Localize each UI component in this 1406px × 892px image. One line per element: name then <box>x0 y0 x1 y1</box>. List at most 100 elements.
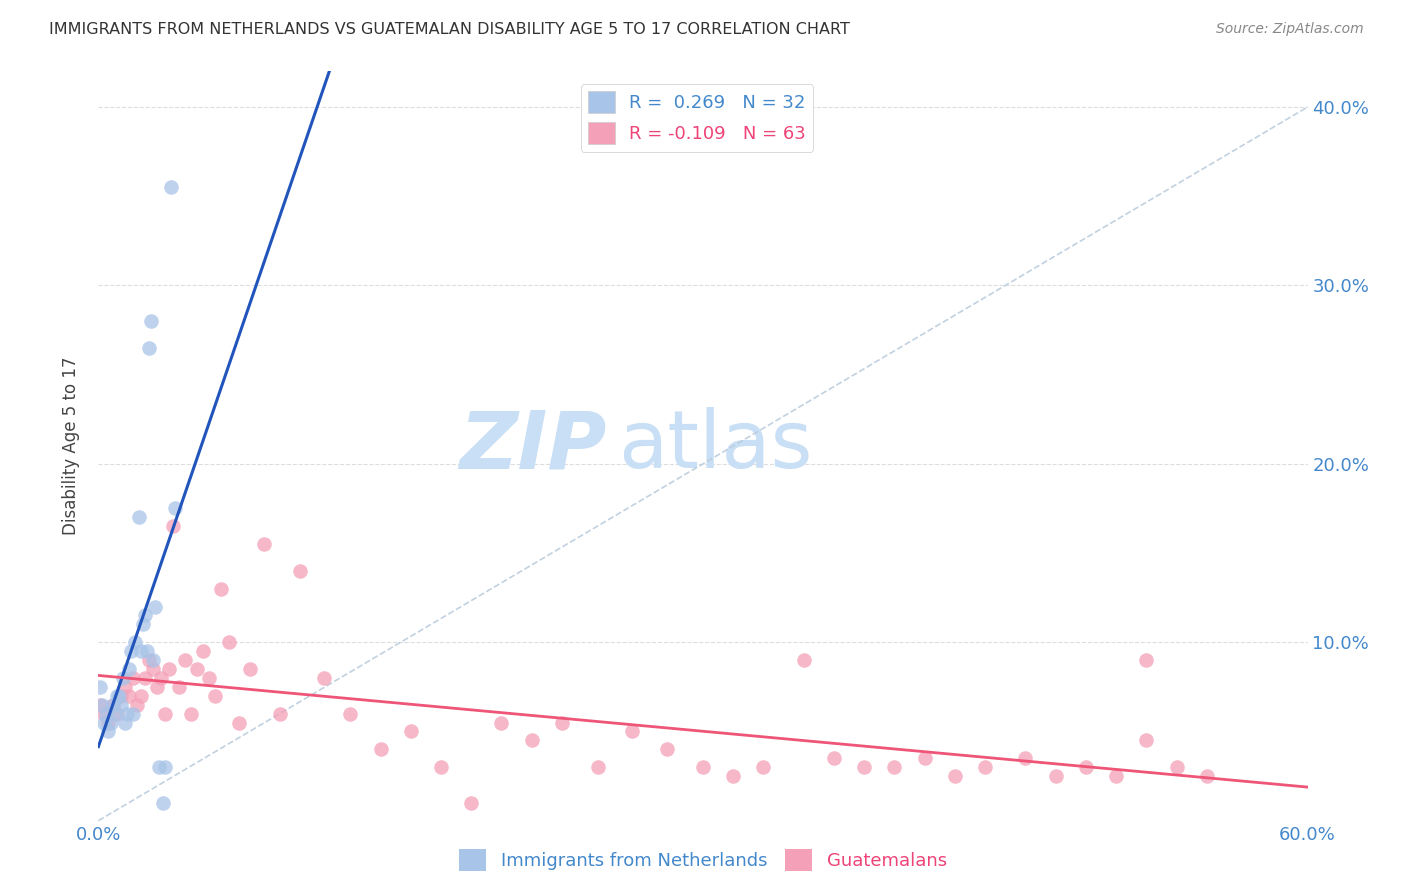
Point <box>97 724 120 739</box>
Point <box>167 680 190 694</box>
Point <box>138 653 160 667</box>
Point <box>1074 760 1097 774</box>
Point <box>97 715 120 730</box>
Point <box>89 680 111 694</box>
Point <box>692 760 714 774</box>
Point <box>974 760 997 774</box>
Point <box>128 510 150 524</box>
Point <box>853 760 876 774</box>
Point <box>152 796 174 810</box>
Point <box>129 644 152 658</box>
Point <box>124 635 146 649</box>
Point <box>143 599 166 614</box>
Point <box>204 689 226 703</box>
Point <box>193 644 215 658</box>
Point <box>1135 733 1157 747</box>
Point <box>134 608 156 623</box>
Legend: Immigrants from Netherlands, Guatemalans: Immigrants from Netherlands, Guatemalans <box>451 842 955 879</box>
Point <box>132 617 155 632</box>
Point <box>134 671 156 685</box>
Point <box>93 715 115 730</box>
Point <box>153 760 176 774</box>
Point <box>162 519 184 533</box>
Point <box>120 644 142 658</box>
Point <box>110 689 132 703</box>
Point <box>103 706 125 721</box>
Point <box>125 698 148 712</box>
Point <box>118 689 141 703</box>
Point <box>107 689 129 703</box>
Point <box>586 760 609 774</box>
Point <box>1105 769 1128 783</box>
Point <box>115 706 138 721</box>
Point <box>209 582 232 596</box>
Point <box>105 706 128 721</box>
Point <box>228 715 250 730</box>
Point <box>129 689 152 703</box>
Text: ZIP: ZIP <box>458 407 606 485</box>
Point <box>121 671 143 685</box>
Point <box>198 671 221 685</box>
Point <box>118 662 141 676</box>
Point <box>105 689 128 703</box>
Point <box>288 564 311 578</box>
Point <box>430 760 453 774</box>
Point <box>823 751 845 765</box>
Point <box>339 706 361 721</box>
Point <box>100 715 122 730</box>
Point <box>1014 751 1036 765</box>
Point <box>370 742 392 756</box>
Text: IMMIGRANTS FROM NETHERLANDS VS GUATEMALAN DISABILITY AGE 5 TO 17 CORRELATION CHA: IMMIGRANTS FROM NETHERLANDS VS GUATEMALA… <box>49 22 851 37</box>
Point <box>110 698 132 712</box>
Point <box>180 706 202 721</box>
Point <box>943 769 966 783</box>
Point <box>114 680 136 694</box>
Point <box>269 706 291 721</box>
Point <box>157 662 180 676</box>
Point <box>793 653 815 667</box>
Point <box>91 698 114 712</box>
Point <box>148 760 170 774</box>
Text: Source: ZipAtlas.com: Source: ZipAtlas.com <box>1216 22 1364 37</box>
Text: atlas: atlas <box>619 407 813 485</box>
Point <box>399 724 422 739</box>
Point <box>491 715 513 730</box>
Point <box>149 671 172 685</box>
Point <box>752 760 775 774</box>
Point <box>146 680 169 694</box>
Point <box>723 769 745 783</box>
Point <box>239 662 262 676</box>
Y-axis label: Disability Age 5 to 17: Disability Age 5 to 17 <box>62 357 80 535</box>
Point <box>138 341 160 355</box>
Point <box>1166 760 1188 774</box>
Point <box>174 653 197 667</box>
Point <box>253 537 276 551</box>
Point <box>96 706 118 721</box>
Point <box>883 760 905 774</box>
Point <box>101 698 124 712</box>
Point <box>460 796 482 810</box>
Point <box>655 742 678 756</box>
Point <box>101 698 124 712</box>
Point <box>186 662 208 676</box>
Point <box>111 671 134 685</box>
Point <box>1195 769 1218 783</box>
Point <box>142 662 165 676</box>
Point <box>89 698 111 712</box>
Point <box>314 671 336 685</box>
Point <box>621 724 644 739</box>
Point <box>163 501 186 516</box>
Point <box>142 653 165 667</box>
Point <box>114 715 136 730</box>
Point <box>153 706 176 721</box>
Point <box>218 635 240 649</box>
Point <box>520 733 543 747</box>
Point <box>160 180 183 194</box>
Point <box>1045 769 1067 783</box>
Point <box>1135 653 1157 667</box>
Point <box>139 314 162 328</box>
Point <box>914 751 936 765</box>
Legend: R =  0.269   N = 32, R = -0.109   N = 63: R = 0.269 N = 32, R = -0.109 N = 63 <box>581 84 813 152</box>
Point <box>551 715 574 730</box>
Point <box>93 706 115 721</box>
